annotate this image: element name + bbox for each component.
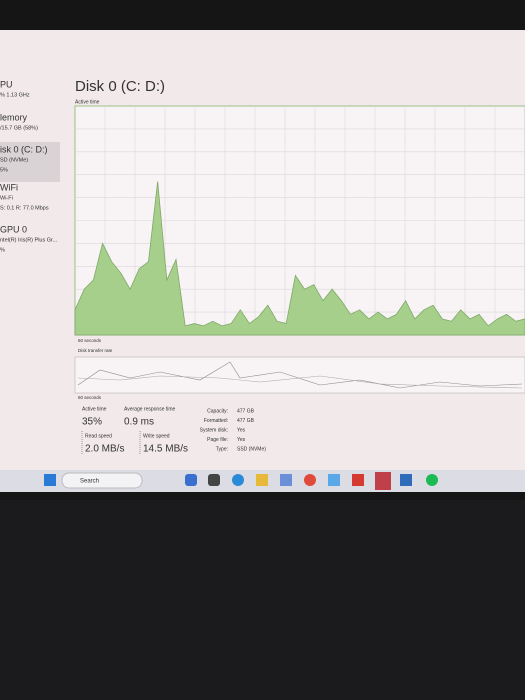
sidebar-name: WiFi xyxy=(0,182,18,192)
x-axis-label: 60 seconds xyxy=(78,395,102,400)
stat-value: 0.9 ms xyxy=(124,417,154,428)
search-text: Search xyxy=(80,479,99,485)
sidebar-value: 5% xyxy=(0,167,8,173)
icon[interactable] xyxy=(208,474,220,486)
property-label: Type: xyxy=(216,446,228,452)
taskbar-icons xyxy=(185,472,438,490)
property-value: Yes xyxy=(237,427,246,433)
content: PU % 1.13 GHz lemory/15.7 GB (58%) isk 0 (C… xyxy=(0,78,525,485)
stat-label: Write speed xyxy=(143,433,170,439)
icon[interactable] xyxy=(232,474,244,486)
active-time-area xyxy=(74,181,525,336)
icon[interactable] xyxy=(185,474,197,486)
property-label: Page file: xyxy=(207,437,228,443)
transfer-line xyxy=(77,375,523,389)
icon[interactable] xyxy=(400,474,412,486)
property-value: Yes xyxy=(237,437,246,443)
property-label: Capacity: xyxy=(207,408,228,414)
stat-label: Read speed xyxy=(85,433,112,439)
transfer-title: Disk transfer rate xyxy=(78,348,113,353)
sidebar-name: isk 0 (C: D:) xyxy=(0,144,48,154)
x-axis-label: 60 seconds xyxy=(78,338,102,343)
stat-value: 14.5 MB/s xyxy=(143,444,188,455)
keyboard xyxy=(0,500,525,700)
stat-value: 2.0 MB/s xyxy=(85,444,124,455)
sidebar-detail: % 1.13 GHz xyxy=(0,92,30,98)
search-box[interactable] xyxy=(61,472,143,489)
property-label: System disk: xyxy=(200,427,228,433)
stat-value: 35% xyxy=(82,417,102,428)
icon[interactable] xyxy=(256,474,268,486)
sidebar-detail: /15.7 GB (58%) xyxy=(0,125,38,131)
property-label: Formatted: xyxy=(204,418,228,424)
sidebar-name: GPU 0 xyxy=(0,224,27,234)
sidebar-name: PU xyxy=(0,79,13,89)
property-value: 477 GB xyxy=(237,408,255,414)
sidebar-detail: Wi-Fi xyxy=(0,195,13,201)
icon[interactable] xyxy=(375,472,391,490)
stat-label: Active time xyxy=(82,406,107,412)
sidebar-value: S: 0.1 R: 77.0 Mbps xyxy=(0,205,49,211)
sidebar-name: lemory xyxy=(0,112,28,122)
icon[interactable] xyxy=(304,474,316,486)
chart-subtitle: Active time xyxy=(75,99,100,105)
stat-label: Average response time xyxy=(124,406,176,412)
sidebar-detail: ntel(R) Iris(R) Plus Gr... xyxy=(0,237,58,243)
sidebar-detail: SD (NVMe) xyxy=(0,157,28,163)
property-value: 477 GB xyxy=(237,418,255,424)
icon[interactable] xyxy=(280,474,292,486)
selected-item xyxy=(0,142,60,182)
sidebar-value: % xyxy=(0,247,5,253)
transfer-plot xyxy=(74,356,525,394)
icon[interactable] xyxy=(426,474,438,486)
chart-title: Disk 0 (C: D:) xyxy=(75,78,165,95)
icon[interactable] xyxy=(328,474,340,486)
icon[interactable] xyxy=(352,474,364,486)
property-value: SSD (NVMe) xyxy=(237,446,266,452)
start-button[interactable] xyxy=(44,474,56,486)
transfer-line xyxy=(77,361,523,389)
